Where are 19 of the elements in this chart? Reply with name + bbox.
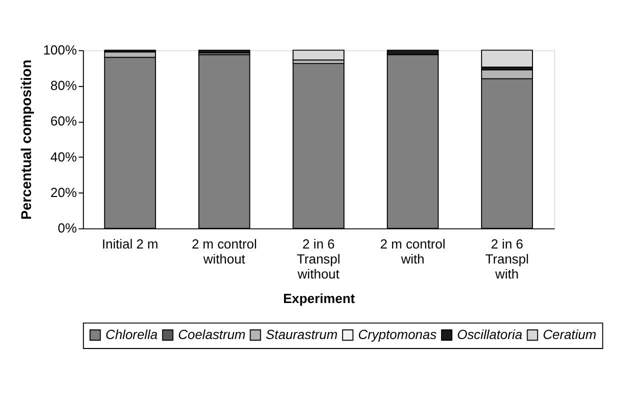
x-axis-title: Experiment bbox=[283, 291, 356, 306]
y-tick-label: 40% bbox=[50, 149, 78, 164]
legend-label: Ceratium bbox=[542, 326, 596, 342]
legend-label: Chlorella bbox=[106, 326, 158, 342]
y-axis-title: Percentual composition bbox=[18, 60, 34, 220]
x-tick-label: Initial 2 m bbox=[102, 236, 158, 252]
legend-label: Staurastrum bbox=[266, 326, 338, 342]
y-tick-label: 80% bbox=[50, 78, 78, 94]
x-tick-label: 2 in 6 Transpl with bbox=[485, 236, 529, 282]
x-tick-label: 2 in 6 Transpl without bbox=[296, 236, 340, 282]
x-tick-label: 2 m control with bbox=[380, 236, 446, 267]
y-tick-label: 20% bbox=[50, 184, 78, 200]
legend-label: Cryptomonas bbox=[358, 326, 437, 342]
legend-label: Oscillatoria bbox=[457, 326, 522, 342]
y-tick-label: 100% bbox=[43, 42, 78, 58]
x-tick-label: 2 m control without bbox=[192, 236, 257, 267]
y-tick-label: 60% bbox=[50, 114, 78, 129]
legend-label: Coelastrum bbox=[178, 326, 246, 342]
y-tick-label: 0% bbox=[58, 220, 78, 236]
